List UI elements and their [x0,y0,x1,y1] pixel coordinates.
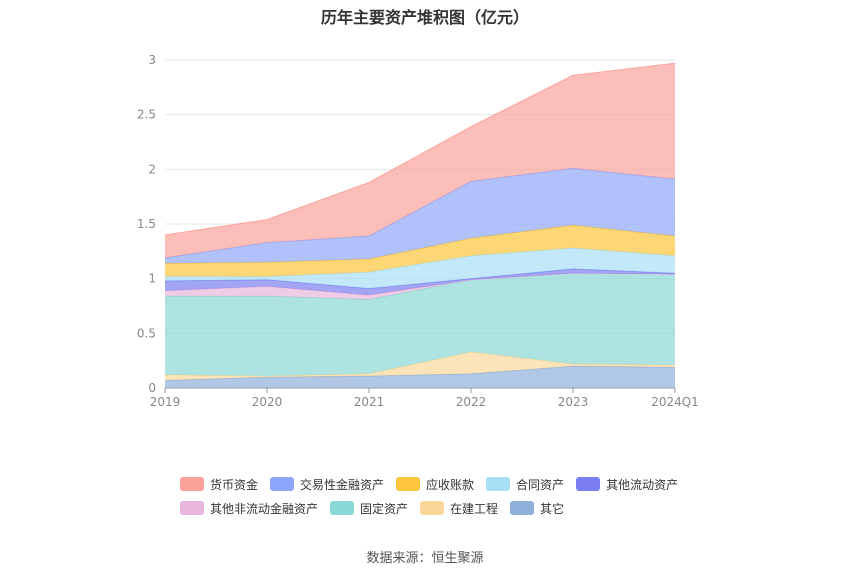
area-series [165,273,675,376]
y-tick-label: 2 [148,162,156,176]
legend-label: 其他流动资产 [606,477,679,492]
legend-item[interactable]: 在建工程 [420,500,498,517]
legend-swatch [420,501,445,515]
legend-item[interactable]: 合同资产 [486,476,564,493]
legend-label: 在建工程 [450,501,499,516]
area-series [165,366,675,388]
legend-item[interactable]: 其他流动资产 [576,476,678,493]
legend-label: 应收账款 [426,477,475,492]
area-series [165,248,675,289]
y-tick-label: 3 [148,53,156,67]
y-tick-label: 1 [148,272,156,286]
data-source: 数据来源：恒生聚源 [366,551,484,566]
legend-item[interactable]: 固定资产 [330,500,408,517]
y-tick-label: 0 [148,381,156,395]
legend-swatch [270,477,295,491]
legend-swatch [510,501,535,515]
legend-label: 合同资产 [516,477,565,492]
y-tick-label: 1.5 [137,217,156,231]
legend-swatch [180,477,204,491]
legend-label: 其它 [540,501,565,516]
area-series [165,168,675,264]
y-tick-label: 0.5 [137,326,156,340]
x-tick-label: 2020 [252,395,283,409]
area-series [165,63,675,258]
x-tick-label: 2022 [456,395,487,409]
legend-label: 交易性金融资产 [300,477,385,492]
legend-swatch [486,477,511,491]
area-series [165,225,675,277]
stacked-area-chart: 0 0.5 1 1.5 2 2.5 3 2019 2020 2021 2022 2023 2024Q1 [137,53,699,409]
chart-title: 历年主要资产堆积图（亿元） [320,8,529,27]
legend-label: 其他非流动金融资产 [210,501,319,516]
x-tick-label: 2019 [150,395,181,409]
legend-row: 其他非流动金融资产 固定资产 在建工程 其它 [180,496,740,520]
x-tick-label: 2021 [354,395,385,409]
legend-item[interactable]: 应收账款 [396,476,474,493]
area-series [165,273,675,300]
legend-swatch [180,501,204,515]
y-tick-label: 2.5 [137,108,156,122]
legend-item[interactable]: 其他非流动金融资产 [180,500,318,517]
legend-swatch [396,477,421,491]
legend-item[interactable]: 其它 [510,500,564,517]
legend-swatch [576,477,601,491]
legend-label: 货币资金 [210,477,259,492]
area-series [165,351,675,381]
chart-legend: 货币资金 交易性金融资产 应收账款 合同资产 其他流动资产 其他非流动金融资产 固定资产 在… [180,472,740,520]
legend-item[interactable]: 交易性金融资产 [270,476,384,493]
legend-item[interactable]: 货币资金 [180,476,258,493]
legend-swatch [330,501,355,515]
x-tick-label: 2024Q1 [651,395,699,409]
x-tick-label: 2023 [558,395,589,409]
legend-label: 固定资产 [360,501,409,516]
legend-row: 货币资金 交易性金融资产 应收账款 合同资产 其他流动资产 [180,472,740,496]
area-series-edge [164,62,676,236]
